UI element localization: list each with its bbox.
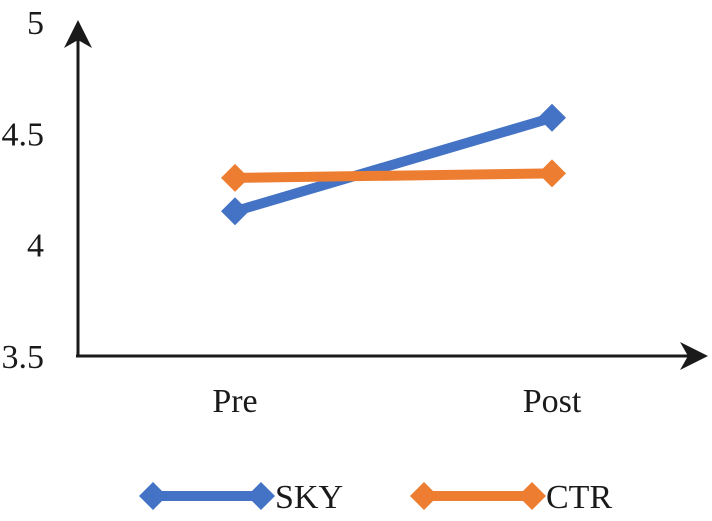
series-layer [221,103,566,226]
y-tick-label: 5 [27,5,44,42]
legend-item-sky: SKY [139,479,343,516]
legend-item-ctr: CTR [410,479,612,516]
data-point-marker [538,103,566,132]
x-tick-label: Post [523,383,582,420]
y-tick-labels: 3.5 4 4.5 5 [2,5,45,376]
legend-marker [518,482,546,510]
series-sky [221,103,566,226]
axes [64,20,708,370]
series-ctr [221,159,566,192]
x-tick-labels: Pre Post [212,383,582,420]
data-point-marker [221,197,249,226]
series-line [230,112,557,217]
legend-marker [247,482,275,510]
y-tick-label: 3.5 [2,339,45,376]
legend-label: SKY [275,479,343,516]
data-point-marker [221,163,249,192]
legend-marker [139,482,167,510]
legend-marker [410,482,438,510]
x-tick-label: Pre [212,383,257,420]
y-tick-label: 4.5 [2,116,45,153]
x-axis-arrowhead [680,342,708,370]
y-tick-label: 4 [27,228,44,265]
legend-label: CTR [546,479,612,516]
data-point-marker [538,159,566,188]
series-line [230,168,557,183]
legend: SKY CTR [139,479,612,516]
y-axis-arrowhead [64,20,92,48]
